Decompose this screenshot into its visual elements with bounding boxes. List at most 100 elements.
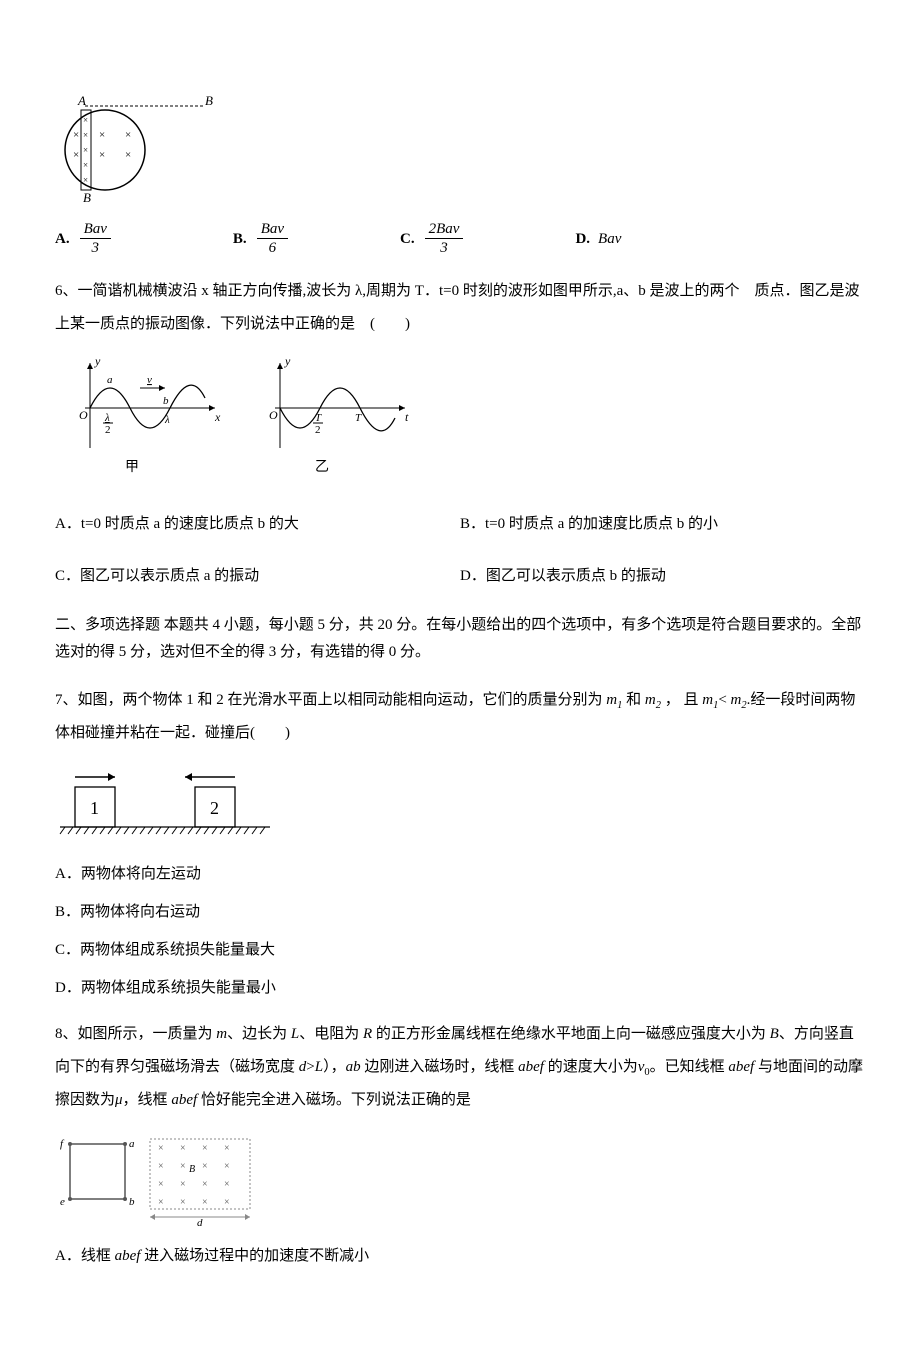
q7-figure: 1 2	[55, 762, 865, 847]
q8-option-a: A．线框 abef 进入磁场过程中的加速度不断减小	[55, 1244, 865, 1268]
q5-option-b: B. Bav 6	[233, 220, 290, 257]
svg-text:×: ×	[202, 1161, 208, 1172]
svg-text:×: ×	[158, 1161, 164, 1172]
svg-text:×: ×	[83, 145, 88, 155]
svg-text:×: ×	[224, 1179, 230, 1190]
svg-text:λ: λ	[164, 414, 170, 426]
svg-text:b: b	[129, 1196, 135, 1208]
q7-text: 7、如图，两个物体 1 和 2 在光滑水平面上以相同动能相向运动，它们的质量分别…	[55, 684, 865, 750]
svg-text:×: ×	[224, 1197, 230, 1208]
q6-text: 6、一简谐机械横波沿 x 轴正方向传播,波长为 λ,周期为 T．t=0 时刻的波…	[55, 275, 865, 341]
q5-option-d: D. Bav	[575, 227, 621, 251]
svg-text:λ: λ	[104, 412, 110, 424]
svg-text:×: ×	[83, 115, 88, 125]
svg-text:甲: 甲	[125, 460, 139, 475]
svg-text:×: ×	[202, 1143, 208, 1154]
q8-text: 8、如图所示，一质量为 m、边长为 L、电阻为 R 的正方形金属线框在绝缘水平地…	[55, 1018, 865, 1117]
svg-text:×: ×	[224, 1161, 230, 1172]
q5-option-c: C. 2Bav 3	[400, 220, 465, 257]
q7-svg: 1 2	[55, 762, 275, 847]
q6-options-row2: C．图乙可以表示质点 a 的振动 D．图乙可以表示质点 b 的振动	[55, 550, 865, 602]
q6-option-c: C．图乙可以表示质点 a 的振动	[55, 564, 460, 588]
svg-text:×: ×	[83, 160, 88, 170]
q7-m1: m	[606, 692, 617, 708]
q6-svg: y x O a b v λ 2 λ 甲 y t O T 2 T	[55, 353, 415, 483]
q7-m1b: m	[702, 692, 713, 708]
q5-b-num: Bav	[257, 220, 288, 239]
q7-and: 和	[622, 692, 645, 708]
svg-text:×: ×	[158, 1143, 164, 1154]
svg-text:×: ×	[158, 1197, 164, 1208]
q5-option-a-label: A.	[55, 227, 70, 251]
q5-label-b-bottom: B	[83, 190, 91, 205]
svg-text:×: ×	[83, 130, 88, 140]
svg-text:×: ×	[202, 1197, 208, 1208]
svg-text:×: ×	[180, 1197, 186, 1208]
svg-text:2: 2	[105, 424, 111, 436]
q7-prefix: 7、如图，两个物体 1 和 2 在光滑水平面上以相同动能相向运动，它们的质量分别…	[55, 692, 606, 708]
q6-option-a: A．t=0 时质点 a 的速度比质点 b 的大	[55, 512, 460, 536]
q5-c-num: 2Bav	[425, 220, 464, 239]
svg-text:d: d	[197, 1217, 203, 1229]
q5-c-den: 3	[436, 239, 452, 257]
q5-option-a: A. Bav 3	[55, 220, 113, 257]
svg-text:×: ×	[125, 129, 131, 141]
svg-text:×: ×	[73, 129, 79, 141]
q5-d-text: Bav	[598, 227, 621, 251]
svg-text:a: a	[129, 1138, 135, 1150]
svg-text:y: y	[284, 354, 291, 368]
svg-text:×: ×	[99, 129, 105, 141]
svg-text:×: ×	[99, 149, 105, 161]
q7-m2b: m	[731, 692, 742, 708]
svg-text:f: f	[60, 1138, 65, 1150]
svg-text:b: b	[163, 395, 169, 407]
section2-text: 二、多项选择题 本题共 4 小题，每小题 5 分，共 20 分。在每小题给出的四…	[55, 612, 865, 666]
q5-option-c-label: C.	[400, 227, 415, 251]
q7-option-b: B．两物体将向右运动	[55, 900, 865, 924]
svg-text:O: O	[269, 408, 278, 422]
svg-text:T: T	[355, 412, 362, 424]
svg-text:e: e	[60, 1196, 65, 1208]
svg-text:2: 2	[210, 798, 219, 818]
svg-text:y: y	[94, 354, 101, 368]
svg-text:×: ×	[180, 1179, 186, 1190]
q5-a-num: Bav	[80, 220, 111, 239]
svg-text:T: T	[315, 412, 322, 424]
q8-figure: f a e b × × × × × × × × × × × × × × × × B d	[55, 1129, 865, 1229]
svg-text:×: ×	[83, 175, 88, 185]
svg-text:B: B	[189, 1164, 195, 1175]
q5-a-den: 3	[88, 239, 104, 257]
q6-options-row1: A．t=0 时质点 a 的速度比质点 b 的大 B．t=0 时质点 a 的加速度…	[55, 498, 865, 550]
q5-figure: A B × × × × × × × × × × × B	[55, 90, 865, 205]
q6-option-d: D．图乙可以表示质点 b 的振动	[460, 564, 865, 588]
svg-text:×: ×	[73, 149, 79, 161]
q7-lt: <	[718, 692, 730, 708]
svg-text:×: ×	[224, 1143, 230, 1154]
q5-label-a: A	[77, 93, 86, 108]
q5-option-b-label: B.	[233, 227, 247, 251]
q6-figure: y x O a b v λ 2 λ 甲 y t O T 2 T	[55, 353, 865, 483]
q6-option-b: B．t=0 时质点 a 的加速度比质点 b 的小	[460, 512, 865, 536]
svg-text:2: 2	[315, 424, 321, 436]
svg-text:×: ×	[180, 1143, 186, 1154]
svg-text:a: a	[107, 374, 113, 386]
q7-option-d: D．两物体组成系统损失能量最小	[55, 976, 865, 1000]
q8-svg: f a e b × × × × × × × × × × × × × × × × B d	[55, 1129, 265, 1229]
svg-text:×: ×	[180, 1161, 186, 1172]
svg-text:x: x	[214, 410, 221, 424]
svg-text:1: 1	[90, 798, 99, 818]
q5-svg: A B × × × × × × × × × × × B	[55, 90, 225, 205]
svg-text:乙: 乙	[315, 459, 329, 475]
q7-option-c: C．两物体组成系统损失能量最大	[55, 938, 865, 962]
q5-b-den: 6	[265, 239, 281, 257]
q7-option-a: A．两物体将向左运动	[55, 862, 865, 886]
svg-text:v: v	[147, 374, 152, 386]
q7-mid: ， 且	[661, 692, 702, 708]
q5-label-b-top: B	[205, 93, 213, 108]
svg-text:×: ×	[158, 1179, 164, 1190]
svg-text:O: O	[79, 408, 88, 422]
svg-text:×: ×	[125, 149, 131, 161]
svg-text:×: ×	[202, 1179, 208, 1190]
svg-text:t: t	[405, 410, 409, 424]
q7-m2: m	[645, 692, 656, 708]
